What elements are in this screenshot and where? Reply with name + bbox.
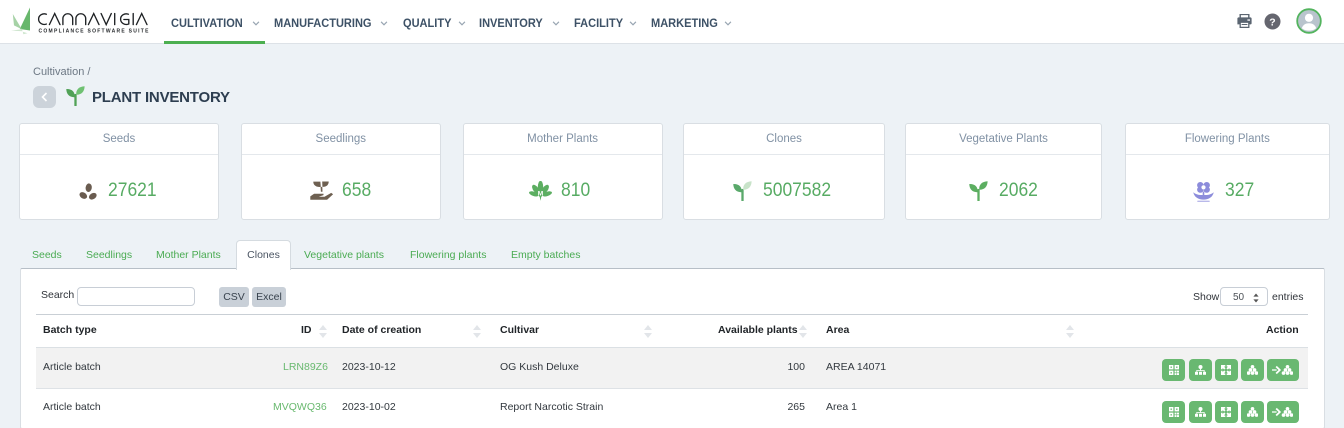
svg-text:COMPLIANCE SOFTWARE SUITE: COMPLIANCE SOFTWARE SUITE: [39, 28, 150, 34]
svg-text:M: M: [537, 191, 543, 198]
svg-text:?: ?: [1269, 16, 1275, 28]
